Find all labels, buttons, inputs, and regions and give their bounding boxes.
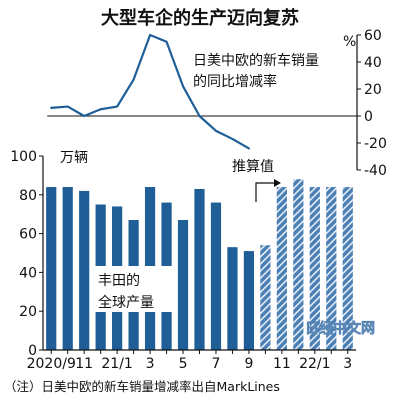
x-tick-label: 21/1 — [101, 356, 132, 372]
x-tick-label: 9 — [244, 356, 253, 372]
bar — [62, 187, 73, 350]
right-tick-label: 40 — [364, 55, 382, 71]
bar-estimate — [326, 187, 337, 350]
bottom-axis: 2020/9 11 21/1 3 5 7 9 11 22/1 3 — [27, 349, 356, 372]
estimate-label: 推算值 — [232, 159, 274, 175]
bar-estimate — [342, 187, 353, 350]
bar-series-label-line1: 丰田的 — [98, 273, 140, 289]
y-tick-label: 80 — [19, 188, 37, 204]
bar-series-label-line2: 全球产量 — [98, 294, 154, 311]
bar — [79, 190, 90, 350]
watermark: 日经中文网 — [305, 320, 375, 337]
line-series-label-line1: 日美中欧的新车销量 — [193, 52, 319, 69]
right-tick-label: 20 — [364, 82, 382, 98]
x-tick-label: 22/1 — [299, 356, 330, 372]
x-tick-label: 11 — [75, 356, 93, 372]
right-tick-label: 60 — [364, 28, 382, 44]
x-tick-label: 3 — [146, 356, 155, 372]
right-tick-label: -40 — [364, 163, 387, 179]
estimate-arrowhead — [274, 179, 281, 187]
x-tick-label: 3 — [343, 356, 352, 372]
line-unit-label: % — [343, 34, 356, 50]
bar — [210, 202, 222, 350]
right-tick-label: 0 — [364, 109, 373, 125]
bar-estimate — [276, 187, 287, 350]
bar-estimate — [260, 245, 271, 350]
x-tick-label: 5 — [179, 356, 188, 372]
x-tick-label: 2020/9 — [27, 356, 76, 372]
bar — [46, 187, 57, 350]
x-tick-label: 11 — [273, 356, 291, 372]
bar — [227, 247, 238, 350]
bar-estimate — [309, 187, 320, 350]
right-axis: 60 40 20 0 -20 -40 — [47, 28, 387, 179]
y-tick-label: 40 — [19, 265, 37, 281]
bar — [243, 251, 255, 350]
bar-series-label-box — [94, 266, 174, 312]
estimate-arrow — [255, 182, 279, 202]
bar-unit-label: 万辆 — [60, 150, 88, 166]
right-tick-label: -20 — [364, 136, 387, 152]
bar — [177, 220, 189, 350]
y-tick-label: 0 — [28, 343, 37, 359]
sales-change-line — [50, 33, 251, 150]
y-tick-label: 20 — [19, 304, 37, 320]
bar-estimate — [293, 179, 304, 350]
left-axis: 0 20 40 60 80 100 — [10, 149, 44, 359]
y-tick-label: 60 — [19, 227, 37, 243]
bar — [194, 188, 205, 350]
chart-title: 大型车企的生产迈向复苏 — [101, 7, 299, 29]
source-note: （注）日美中欧的新车销量增减率出自MarkLines — [4, 379, 280, 394]
line-layer — [50, 33, 251, 150]
line-series-label-line2: 的同比增减率 — [193, 73, 277, 90]
y-tick-label: 100 — [10, 149, 37, 165]
x-tick-label: 7 — [212, 356, 221, 372]
